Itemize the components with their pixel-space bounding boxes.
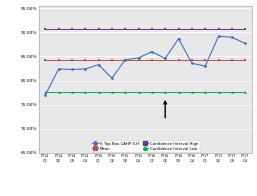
Legend: % Top Box CAHP S-H, Mean, Confidence Interval High, Confidence Interval Low: % Top Box CAHP S-H, Mean, Confidence Int… xyxy=(91,140,200,152)
